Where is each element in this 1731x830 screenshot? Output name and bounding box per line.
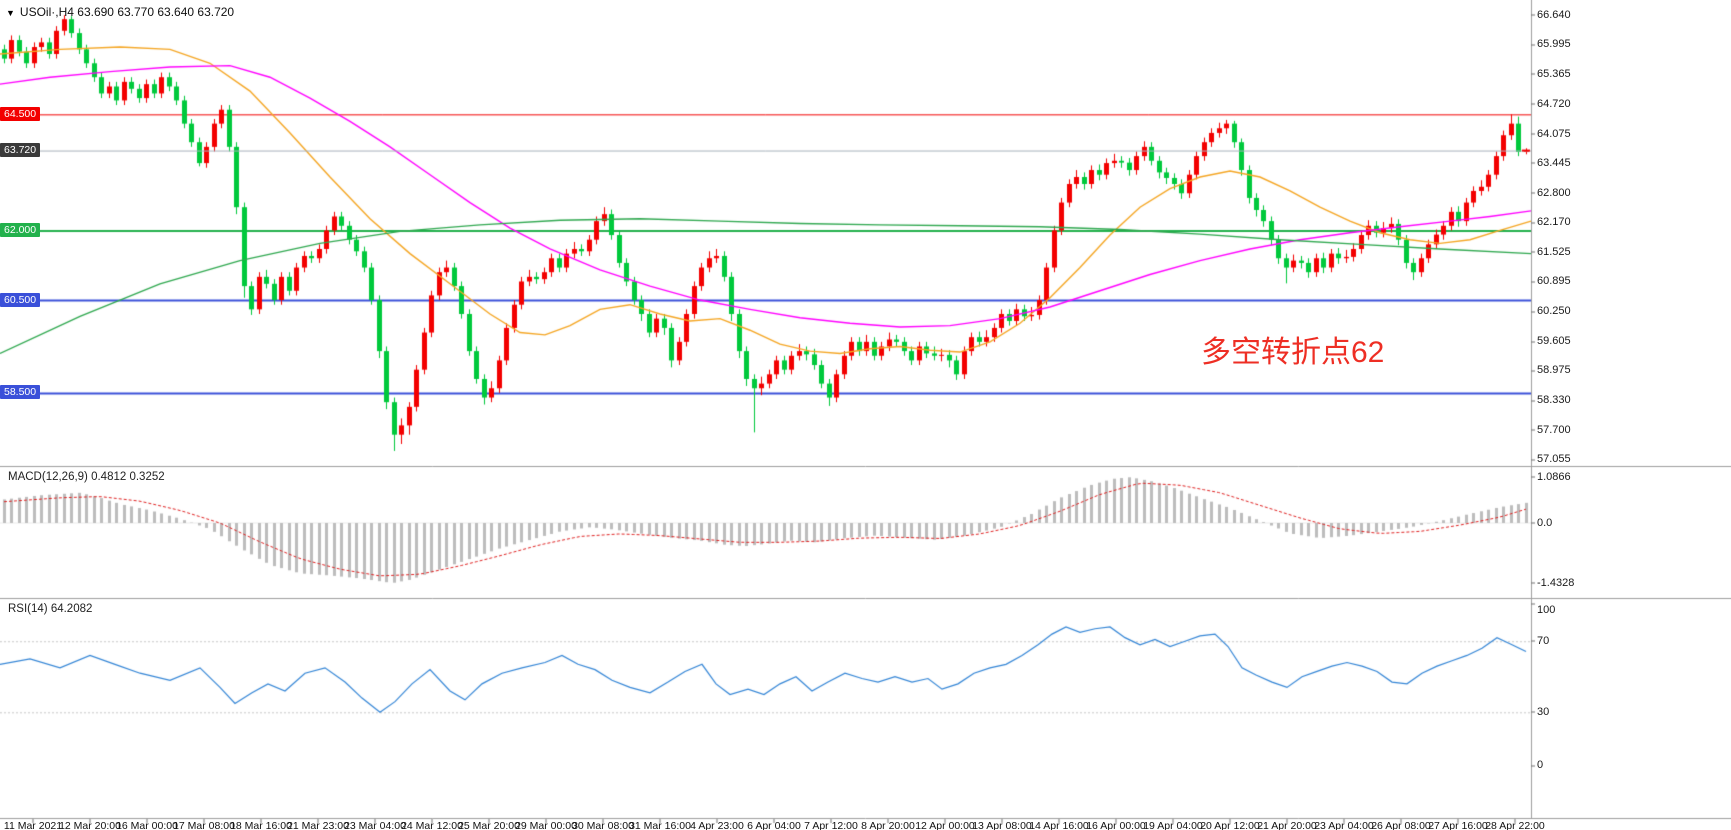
macd-indicator-label: MACD(12,26,9) 0.4812 0.3252 <box>8 471 165 483</box>
symbol-timeframe: USOil·,H4 <box>19 5 74 19</box>
annotation-text[interactable]: 多空转折点62 <box>1201 336 1385 369</box>
symbol-dropdown-icon[interactable]: ▼ <box>6 8 15 18</box>
chart-header: ▼ USOil·,H4 63.690 63.770 63.640 63.720 <box>6 5 234 19</box>
rsi-indicator-label: RSI(14) 64.2082 <box>8 603 93 615</box>
ohlc-readout: 63.690 63.770 63.640 63.720 <box>77 5 235 19</box>
